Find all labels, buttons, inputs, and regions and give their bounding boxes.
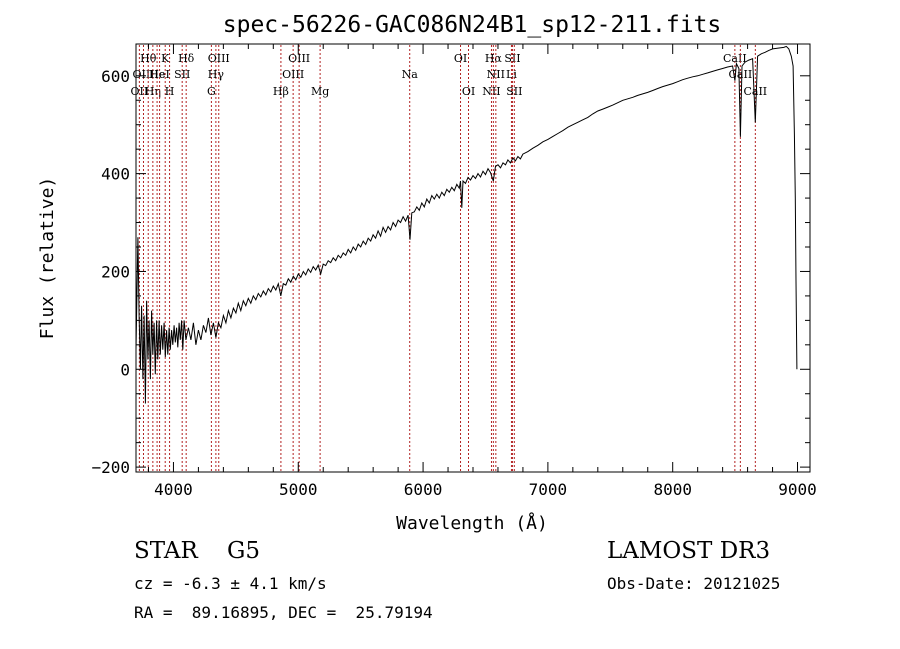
marker-label-22: NII [487,68,505,81]
marker-label-7: H [165,85,175,98]
marker-label-3: Hη [145,85,161,98]
x-axis-label: Wavelength (Å) [396,512,548,534]
marker-label-16: Mg [311,85,329,98]
marker-label-14: OIII [282,68,304,81]
marker-label-9: Hδ [178,52,195,65]
axis-ticks: 4000 5000 6000 7000 8000 9000 −200 0 200 400 600 [91,44,817,499]
marker-label-24: SII [504,52,520,65]
x-tick-label-2: 6000 [404,480,443,499]
marker-label-17: Na [402,68,419,81]
x-tick-label-0: 4000 [154,480,193,499]
redshift-velocity: cz = -6.3 ± 4.1 km/s [134,574,327,593]
marker-label-21: Hα [485,52,503,65]
marker-label-5: HeI [149,68,169,81]
x-tick-label-4: 8000 [653,480,692,499]
marker-label-11: Hγ [208,68,225,81]
x-tick-label-1: 5000 [279,480,318,499]
y-tick-label-4: 600 [101,67,130,86]
marker-label-15: OIII [288,52,310,65]
y-tick-label-3: 400 [101,165,130,184]
x-tick-label-3: 7000 [529,480,568,499]
plot-frame [135,43,811,473]
marker-label-8: SII [174,68,190,81]
observation-date: Obs-Date: 20121025 [607,574,781,593]
y-tick-label-0: −200 [91,458,130,477]
marker-label-1: OIII [132,68,154,81]
spectrum-line [135,45,798,404]
chart-title: spec-56226-GAC086N24B1_sp12-211.fits [223,12,722,38]
object-class-label: STAR G5 [134,538,261,564]
marker-label-28: CaII [743,85,767,98]
marker-label-6: K [161,52,170,65]
coordinates-label: RA = 89.16895, DEC = 25.79194 [134,603,433,622]
marker-label-2: Hθ [140,52,157,65]
survey-name: LAMOST DR3 [607,538,771,564]
marker-label-23: Li [506,68,517,81]
marker-label-4: He [149,68,165,81]
marker-label-18: OI [454,52,467,65]
marker-label-13: Hβ [273,85,289,98]
marker-label-27: CaII [729,68,753,81]
x-tick-label-5: 9000 [778,480,817,499]
marker-label-25: SII [506,85,522,98]
marker-label-12: OIII [208,52,230,65]
marker-label-19: OI [462,85,475,98]
marker-label-20: NII [482,85,500,98]
y-axis-label: Flux (relative) [37,177,58,340]
marker-label-26: CaII [723,52,747,65]
y-tick-label-2: 200 [101,262,130,281]
emission-line-markers: OIIOIIIHθHηHeHeIKHSIIHδGHγOIIIHβOIIIOIII… [131,45,767,471]
y-tick-label-1: 0 [120,360,130,379]
marker-label-10: G [207,85,216,98]
